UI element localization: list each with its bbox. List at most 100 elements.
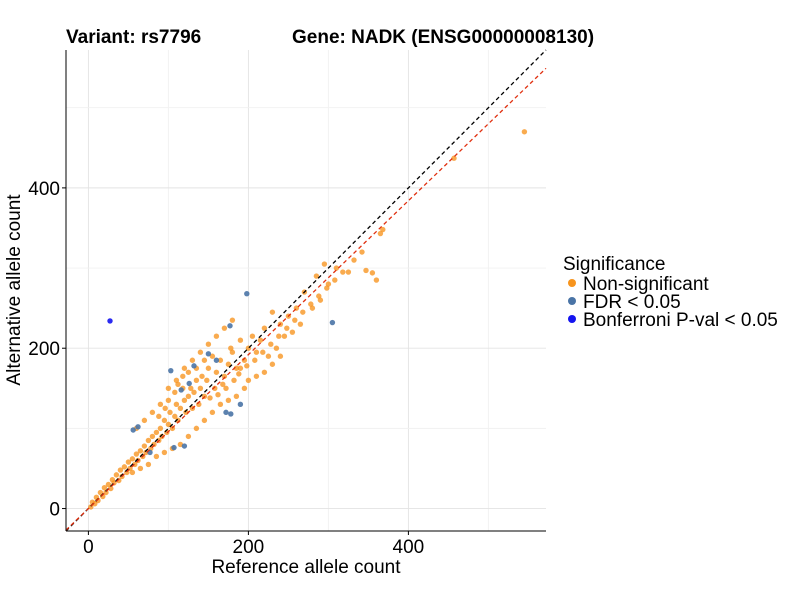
data-point [162, 405, 168, 412]
data-point [145, 461, 152, 468]
data-point [249, 333, 256, 339]
data-point [181, 365, 188, 371]
data-point [237, 365, 244, 371]
data-point [197, 349, 204, 355]
data-point [171, 444, 177, 451]
x-tick-label: 0 [83, 537, 94, 558]
data-point [233, 393, 240, 400]
data-point [159, 433, 165, 440]
data-point [308, 301, 314, 307]
data-point [165, 397, 172, 404]
reference-line-fit [65, 67, 547, 531]
data-point [161, 449, 168, 456]
data-point [188, 385, 194, 392]
data-point [215, 392, 221, 398]
data-point [108, 485, 114, 492]
data-point [156, 413, 162, 420]
data-point [223, 385, 229, 392]
data-point [236, 371, 242, 377]
data-point [300, 309, 306, 315]
data-point [228, 345, 234, 351]
data-point [186, 380, 192, 387]
data-point [205, 351, 212, 357]
x-tick-label: 400 [393, 537, 425, 558]
data-point [129, 456, 136, 462]
data-point [261, 369, 268, 375]
data-point [260, 349, 266, 355]
data-point [369, 270, 376, 276]
data-point [130, 427, 136, 433]
data-point [172, 413, 178, 420]
data-point [273, 345, 280, 351]
legend-title: Significance [563, 254, 665, 275]
reference-lines [65, 49, 547, 532]
data-point [185, 369, 192, 375]
data-point [113, 472, 120, 478]
data-point [261, 325, 268, 331]
data-point [359, 249, 365, 255]
data-point [151, 441, 157, 448]
tick-labels: 0 200 400 0 200 400 [28, 179, 424, 558]
data-point [225, 361, 232, 367]
data-point [191, 389, 197, 396]
data-point [213, 357, 220, 363]
data-point [451, 155, 457, 161]
data-point [217, 357, 224, 363]
data-point [213, 333, 220, 339]
data-point [97, 489, 104, 496]
data-point [284, 325, 290, 331]
data-point [197, 385, 204, 392]
data-point [177, 405, 184, 412]
data-point [145, 437, 152, 444]
data-point [141, 417, 148, 424]
data-point [189, 357, 196, 363]
data-point [289, 329, 296, 335]
x-axis-title: Reference allele count [211, 557, 401, 578]
data-point [340, 269, 346, 275]
data-point [253, 373, 260, 379]
data-point [149, 433, 156, 440]
data-point [149, 409, 156, 416]
data-point [181, 443, 188, 449]
data-point [257, 337, 264, 343]
data-point [281, 333, 288, 339]
legend-key [568, 279, 576, 287]
data-points [88, 129, 528, 510]
data-point [277, 353, 284, 359]
data-point [204, 377, 210, 383]
data-point [135, 424, 141, 430]
data-point [101, 485, 108, 491]
data-point [153, 453, 160, 460]
data-point [217, 401, 224, 408]
data-point [225, 397, 232, 404]
data-point [157, 401, 164, 408]
data-point [173, 401, 180, 408]
data-point [220, 381, 226, 387]
data-point [207, 395, 213, 401]
data-point [245, 377, 252, 383]
data-point [133, 451, 140, 457]
data-point [221, 373, 228, 379]
x-tick-label: 200 [233, 537, 265, 558]
data-point [107, 318, 113, 324]
data-point [313, 273, 320, 279]
y-tick-label: 400 [28, 179, 60, 200]
data-point [213, 369, 220, 375]
data-point [117, 467, 124, 473]
data-point [223, 409, 229, 416]
data-point [228, 411, 234, 417]
data-point [167, 409, 173, 416]
data-point [380, 226, 386, 233]
chart-title-gene: Gene: NADK (ENSG00000008130) [292, 27, 594, 48]
reference-line-identity [65, 49, 547, 532]
data-point [227, 323, 233, 329]
data-point [141, 443, 148, 449]
data-point [193, 377, 200, 383]
data-point [205, 365, 212, 371]
legend-key [568, 297, 576, 305]
data-point [153, 429, 160, 436]
data-point [229, 317, 236, 323]
chart-title-variant: Variant: rs7796 [66, 27, 201, 48]
data-point [201, 357, 208, 363]
data-point [137, 448, 144, 454]
